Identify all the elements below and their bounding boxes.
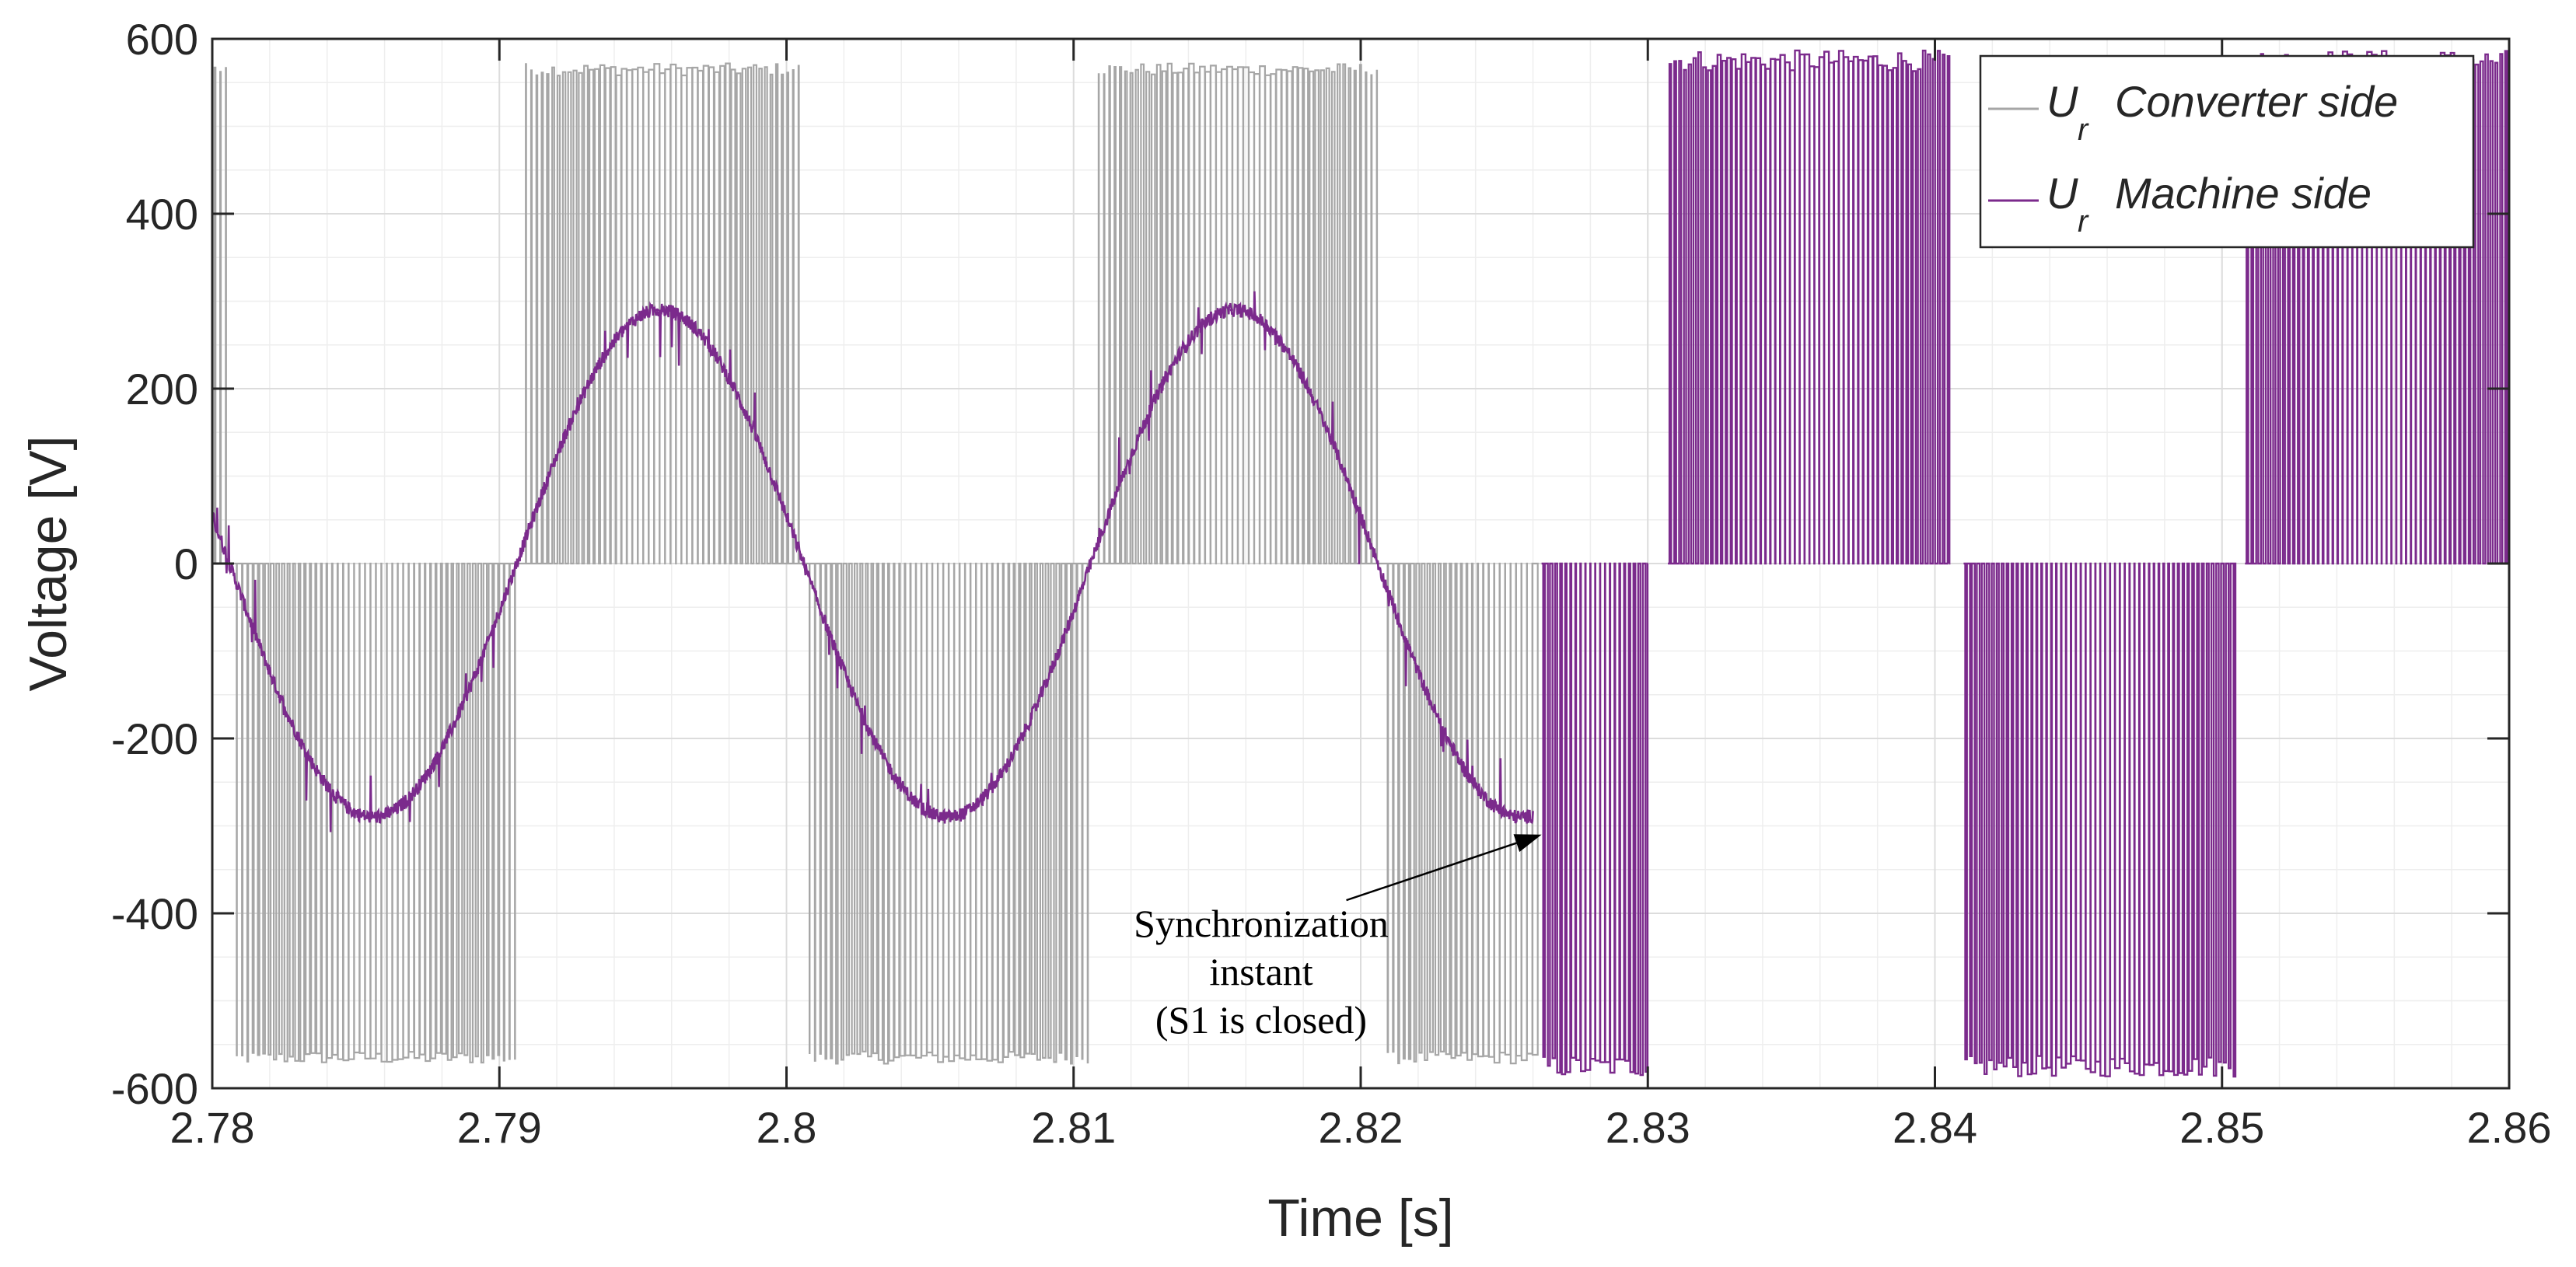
machine-side-peak-point <box>942 815 946 819</box>
x-tick-label: 2.81 <box>1031 1103 1116 1152</box>
y-axis-label: Voltage [V] <box>19 436 78 692</box>
x-tick-label: 2.84 <box>1893 1103 1977 1152</box>
y-tick-label: 0 <box>174 539 198 588</box>
annotation-arrow-shaft <box>1346 842 1517 902</box>
machine-side-pwm-line <box>1541 49 2509 1078</box>
machine-side-peak-point <box>1517 815 1521 819</box>
machine-side-peak-point <box>1229 308 1233 312</box>
machine-side-series-line <box>212 291 1534 832</box>
annotation-arrow-head <box>1513 834 1542 852</box>
y-axis-ticks: -600 -400 -200 0 200 400 600 <box>111 15 2509 1113</box>
plot-series-group <box>212 49 2509 1078</box>
legend-subscript: r <box>2078 204 2089 239</box>
y-tick-label: 400 <box>126 190 198 239</box>
machine-side-peak-point <box>655 308 659 312</box>
annotation-text-line: (S1 is closed) <box>1155 998 1367 1042</box>
x-tick-label: 2.8 <box>757 1103 817 1152</box>
annotation-text-line: instant <box>1209 950 1312 993</box>
y-tick-label: -200 <box>111 714 198 763</box>
annotation: Synchronization instant (S1 is closed) <box>1134 834 1542 1042</box>
x-tick-label: 2.83 <box>1606 1103 1690 1152</box>
legend-symbol: U <box>2046 169 2078 218</box>
x-axis-ticks: 2.78 2.79 2.8 2.81 2.82 2.83 2.84 2.85 2.86 <box>170 39 2552 1152</box>
y-tick-label: -600 <box>111 1064 198 1113</box>
x-tick-label: 2.78 <box>170 1103 255 1152</box>
legend-subscript: r <box>2078 113 2089 147</box>
y-tick-label: -400 <box>111 889 198 938</box>
legend: Ur Converter side Ur Machine side <box>1979 54 2475 249</box>
x-tick-label: 2.85 <box>2179 1103 2264 1152</box>
machine-side-peak-point <box>369 815 372 819</box>
x-tick-label: 2.86 <box>2467 1103 2552 1152</box>
x-axis-label: Time [s] <box>1267 1188 1453 1248</box>
x-tick-label: 2.82 <box>1319 1103 1403 1152</box>
legend-box <box>1979 54 2475 249</box>
legend-label: Converter side <box>2115 77 2398 126</box>
y-tick-label: 600 <box>126 15 198 64</box>
legend-label: Machine side <box>2115 169 2372 218</box>
y-tick-label: 200 <box>126 365 198 414</box>
x-tick-label: 2.79 <box>457 1103 542 1152</box>
converter-side-series-line <box>212 62 1539 1065</box>
legend-symbol: U <box>2046 77 2078 126</box>
annotation-text-line: Synchronization <box>1134 902 1389 945</box>
